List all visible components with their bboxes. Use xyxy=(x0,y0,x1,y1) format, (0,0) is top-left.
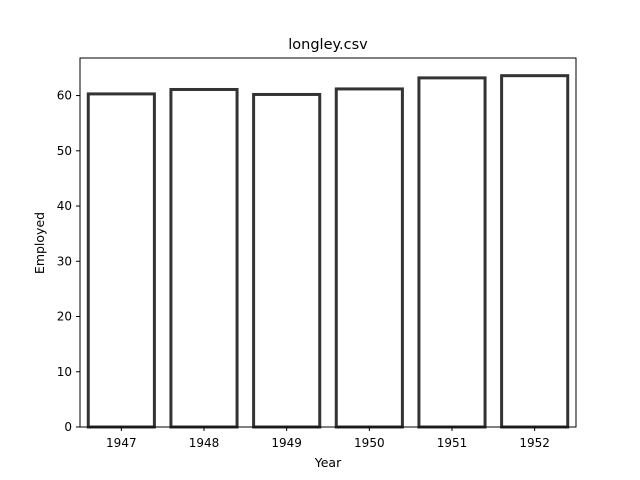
plot-frame xyxy=(79,57,577,428)
bar-1949 xyxy=(252,92,322,429)
bars-group xyxy=(86,74,570,429)
bar-1948 xyxy=(169,87,239,429)
x-axis-label: Year xyxy=(314,455,342,470)
y-tick-label: 50 xyxy=(57,144,72,158)
bar-1951 xyxy=(417,76,487,429)
y-tick-label: 10 xyxy=(57,365,72,379)
x-axis: 1947 1948 1949 1950 1951 1952 xyxy=(106,427,550,450)
x-tick-label: 1950 xyxy=(354,436,385,450)
x-tick-label: 1948 xyxy=(189,436,220,450)
bar-1952 xyxy=(500,74,570,429)
y-tick-label: 30 xyxy=(57,254,72,268)
chart-title: longley.csv xyxy=(288,37,368,53)
x-tick-label: 1949 xyxy=(271,436,302,450)
y-axis: 0 10 20 30 40 50 60 xyxy=(57,89,80,434)
y-tick-label: 40 xyxy=(57,199,72,213)
y-tick-label: 60 xyxy=(57,89,72,103)
y-tick-label: 20 xyxy=(57,310,72,324)
x-tick-label: 1947 xyxy=(106,436,137,450)
y-tick-label: 0 xyxy=(64,420,72,434)
y-axis-label: Employed xyxy=(32,212,47,274)
bar-1950 xyxy=(334,87,404,429)
bar-1947 xyxy=(86,92,156,429)
x-tick-label: 1952 xyxy=(519,436,550,450)
x-tick-label: 1951 xyxy=(437,436,468,450)
